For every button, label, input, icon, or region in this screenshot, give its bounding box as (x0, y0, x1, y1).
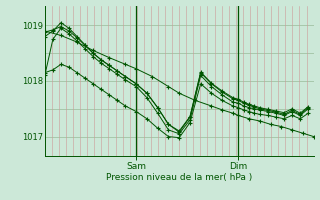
X-axis label: Pression niveau de la mer( hPa ): Pression niveau de la mer( hPa ) (106, 173, 252, 182)
